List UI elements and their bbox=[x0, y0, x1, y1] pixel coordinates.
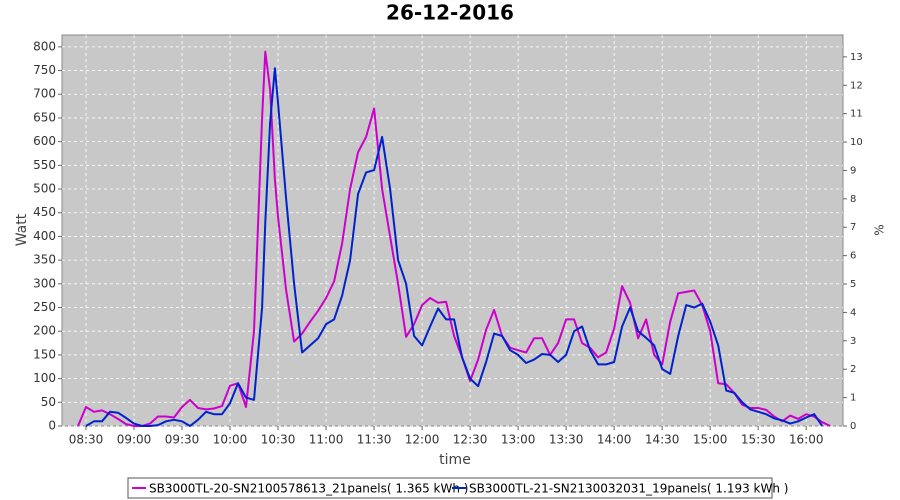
y-tick-label: 800 bbox=[33, 39, 56, 53]
y2-tick-label: 10 bbox=[850, 137, 863, 148]
chart-title: 26-12-2016 bbox=[386, 1, 514, 25]
y-tick-label: 400 bbox=[33, 229, 56, 243]
x-tick-label: 15:00 bbox=[693, 433, 728, 447]
x-tick-label: 14:00 bbox=[597, 433, 632, 447]
y-tick-label: 650 bbox=[33, 110, 56, 124]
x-tick-label: 09:30 bbox=[165, 433, 200, 447]
x-tick-label: 09:00 bbox=[117, 433, 152, 447]
x-axis-label: time bbox=[439, 452, 471, 468]
x-tick-label: 13:30 bbox=[549, 433, 584, 447]
x-tick-label: 08:30 bbox=[69, 433, 104, 447]
x-tick-label: 11:00 bbox=[309, 433, 344, 447]
y-tick-label: 100 bbox=[33, 371, 56, 385]
y-tick-label: 0 bbox=[48, 419, 56, 433]
y-tick-label: 700 bbox=[33, 87, 56, 101]
y2-tick-label: 9 bbox=[850, 165, 856, 176]
y-tick-label: 750 bbox=[33, 63, 56, 77]
x-tick-label: 10:30 bbox=[261, 433, 296, 447]
x-tick-label: 12:30 bbox=[453, 433, 488, 447]
legend bbox=[127, 477, 773, 499]
y2-tick-label: 6 bbox=[850, 251, 856, 262]
plot-area bbox=[61, 34, 844, 427]
y2-tick-label: 11 bbox=[850, 109, 863, 120]
y2-tick-label: 7 bbox=[850, 222, 856, 233]
series-line bbox=[85, 67, 824, 427]
y-tick-label: 200 bbox=[33, 324, 56, 338]
legend-label: SB3000TL-21-SN2130032031_19panels( 1.193… bbox=[469, 482, 788, 496]
y2-tick-label: 5 bbox=[850, 279, 856, 290]
y2-axis-label: % bbox=[873, 224, 887, 235]
y2-tick-label: 1 bbox=[850, 393, 856, 404]
y-axis-label: Watt bbox=[14, 213, 30, 246]
y2-tick-label: 2 bbox=[850, 364, 856, 375]
y2-tick-label: 13 bbox=[850, 52, 863, 63]
y-tick-label: 500 bbox=[33, 182, 56, 196]
x-tick-label: 10:00 bbox=[213, 433, 248, 447]
y-tick-label: 350 bbox=[33, 253, 56, 267]
y2-tick-label: 8 bbox=[850, 194, 856, 205]
x-tick-label: 13:00 bbox=[501, 433, 536, 447]
legend-label: SB3000TL-20-SN2100578613_21panels( 1.365… bbox=[149, 482, 468, 496]
y-tick-label: 600 bbox=[33, 134, 56, 148]
y-tick-label: 550 bbox=[33, 158, 56, 172]
y-tick-label: 50 bbox=[41, 395, 56, 409]
x-tick-label: 16:00 bbox=[789, 433, 824, 447]
y-tick-label: 250 bbox=[33, 300, 56, 314]
y-tick-label: 150 bbox=[33, 347, 56, 361]
y2-tick-label: 0 bbox=[850, 421, 856, 432]
y2-tick-label: 12 bbox=[850, 80, 863, 91]
x-tick-label: 11:30 bbox=[357, 433, 392, 447]
x-tick-label: 12:00 bbox=[405, 433, 440, 447]
y-tick-label: 300 bbox=[33, 276, 56, 290]
y2-tick-label: 3 bbox=[850, 336, 856, 347]
y-tick-label: 450 bbox=[33, 205, 56, 219]
y2-tick-label: 4 bbox=[850, 307, 856, 318]
x-tick-label: 15:30 bbox=[741, 433, 776, 447]
x-tick-label: 14:30 bbox=[645, 433, 680, 447]
